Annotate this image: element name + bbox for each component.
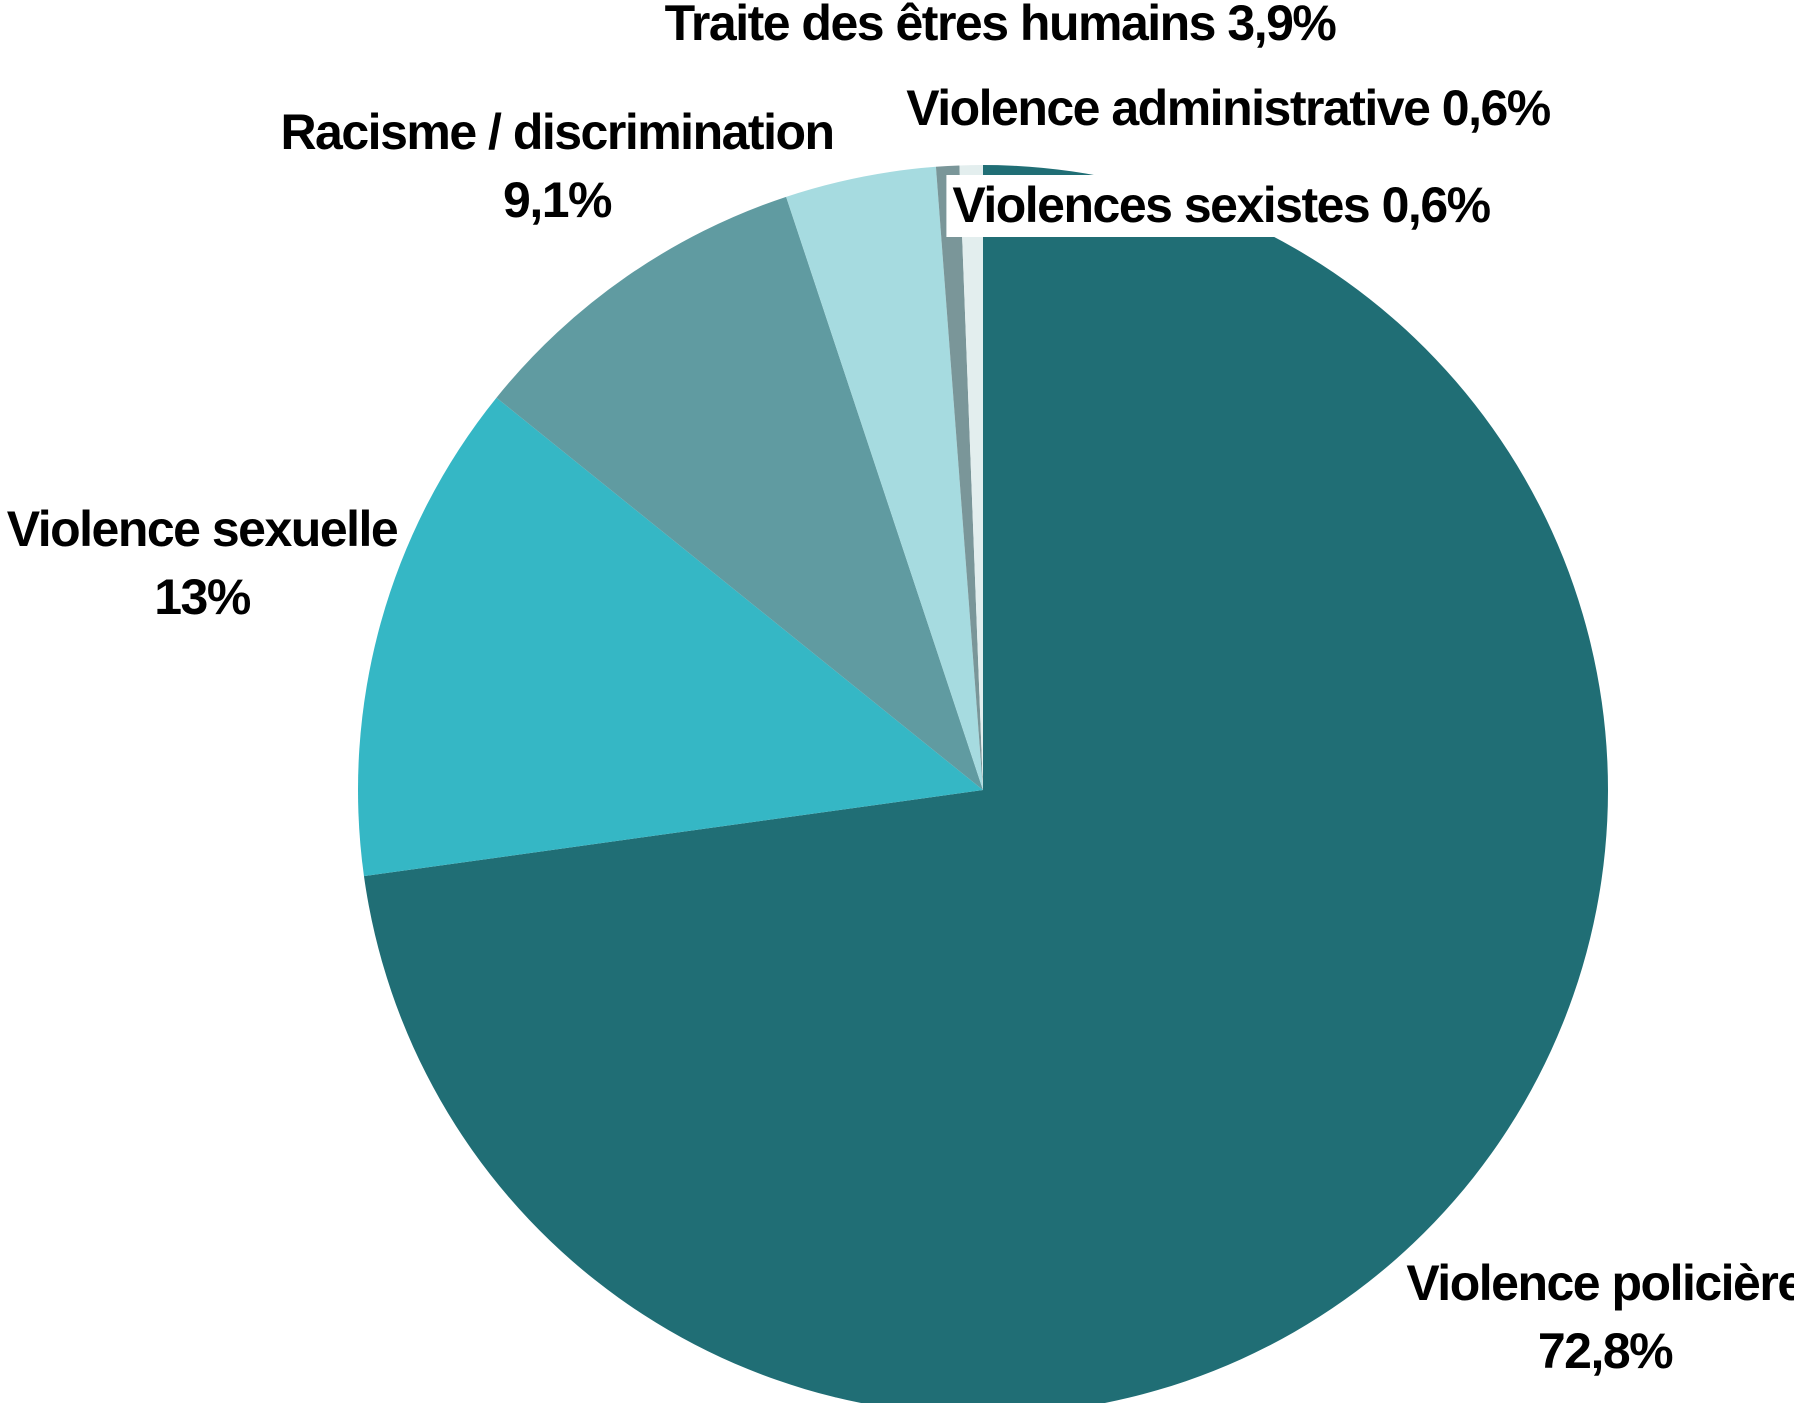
slice-traite-des-etres-humains — [786, 166, 983, 790]
label-violences-sexistes: Violences sexistes 0,6% — [946, 175, 1497, 237]
label-racisme-discrimination: Racisme / discrimination 9,1% — [280, 104, 835, 228]
slice-labels: Violence policière 72,8% Violence sexuelle… — [7, 0, 1794, 1379]
pie-slices — [358, 165, 1608, 1403]
label-line: Violence sexuelle — [7, 501, 398, 557]
slice-violences-sexistes — [959, 165, 983, 790]
label-violence-administrative: Violence administrative 0,6% — [906, 80, 1552, 136]
label-line: Traite des êtres humains 3,9% — [665, 0, 1337, 51]
slice-violence-administrative — [935, 165, 983, 790]
label-text-violence-administrative: Violence administrative 0,6% — [906, 80, 1551, 136]
label-text-traite-des-etres-humains: Traite des êtres humains 3,9% — [665, 0, 1337, 51]
label-text-violence-policiere: Violence policière 72,8% — [1406, 1255, 1794, 1379]
label-text-racisme-discrimination: Racisme / discrimination 9,1% — [280, 104, 833, 228]
label-line: Violence administrative 0,6% — [906, 80, 1551, 136]
slice-violence-policiere — [363, 165, 1608, 1403]
slice-racisme-discrimination — [496, 196, 983, 790]
label-violence-sexuelle: Violence sexuelle 13% — [7, 501, 400, 625]
label-line: Violences sexistes 0,6% — [952, 177, 1490, 233]
label-traite-des-etres-humains: Traite des êtres humains 3,9% — [665, 0, 1338, 51]
label-text-violences-sexistes: Violences sexistes 0,6% — [952, 177, 1490, 233]
label-line: 9,1% — [503, 172, 612, 228]
label-violence-policiere: Violence policière 72,8% — [1406, 1255, 1794, 1379]
slice-violence-sexuelle — [358, 397, 984, 877]
label-line: 13% — [154, 569, 251, 625]
label-line: Violence policière — [1406, 1255, 1794, 1311]
label-text-violence-sexuelle: Violence sexuelle 13% — [7, 501, 398, 625]
label-line: Racisme / discrimination — [280, 104, 833, 160]
label-backdrop — [946, 175, 1497, 237]
label-line: 72,8% — [1538, 1323, 1673, 1379]
